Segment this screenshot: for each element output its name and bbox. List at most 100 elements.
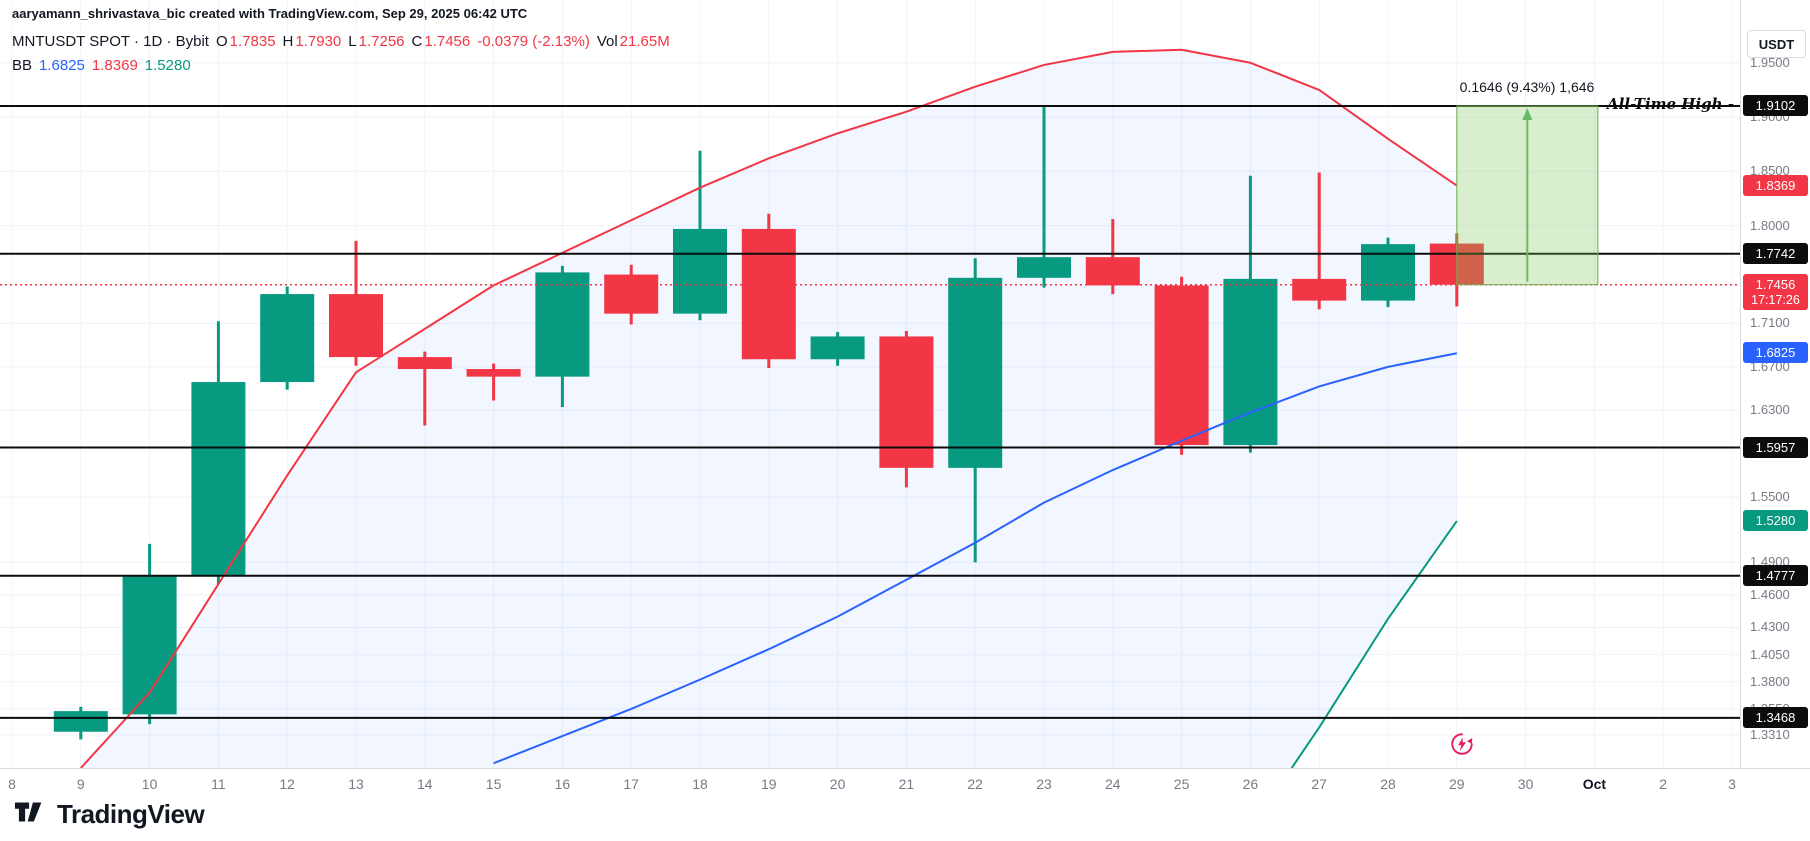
candle-23 (1017, 106, 1071, 288)
candle-18 (673, 150, 727, 321)
tradingview-logo-text: TradingView (57, 799, 205, 829)
open-label: O (215, 32, 228, 50)
lightning-refresh-icon[interactable] (1449, 731, 1475, 757)
projection-box[interactable] (1456, 105, 1599, 286)
tradingview-logo[interactable]: TradingView (14, 799, 205, 830)
candle-16 (535, 265, 590, 408)
time-tick-label: 11 (211, 776, 226, 792)
candle-11 (191, 321, 246, 585)
candle-10 (122, 543, 177, 725)
grid-lines (0, 0, 1740, 768)
time-tick-label: 10 (141, 776, 158, 792)
candle-12 (260, 286, 315, 390)
projection-measure-label[interactable]: 0.1646 (9.43%) 1,646 (1459, 79, 1595, 95)
price-badge-level: 1.4777 (1743, 564, 1808, 586)
low-label: L (348, 32, 357, 50)
time-tick-label: 25 (1173, 776, 1190, 792)
price-tick-label: 1.4300 (1750, 619, 1790, 635)
time-axis[interactable]: 8 9 10 11 12 13 14 15 16 17 18 19 20 21 22 23 24 25 26 27 28… (0, 768, 1810, 803)
candle-14 (397, 351, 452, 426)
tradingview-logo-icon (14, 801, 48, 828)
bb-legend-row: BB 1.6825 1.8369 1.5280 (12, 53, 677, 77)
candle-26 (1223, 175, 1278, 453)
price-tick-label: 1.4050 (1750, 646, 1790, 662)
bb-band-lines (80, 48, 1458, 768)
price-badge-level: 1.3468 (1743, 706, 1808, 728)
time-tick-label: 26 (1242, 776, 1259, 792)
horizontal-level-lines[interactable] (0, 105, 1740, 719)
time-tick-label: 9 (76, 776, 85, 792)
candle-28 (1361, 237, 1415, 308)
time-tick-label: 30 (1517, 776, 1534, 792)
time-tick-label: Oct (1582, 776, 1607, 792)
time-tick-label: 29 (1449, 776, 1465, 792)
price-badge-basis: 1.6825 (1743, 342, 1808, 364)
price-axis[interactable]: USDT 1.9500 1.9000 1.8500 1.8000 1.7100 1.670… (1740, 0, 1810, 768)
high-label: H (282, 32, 294, 50)
time-tick-label: 3 (1728, 776, 1736, 792)
bar-close-countdown: 17:17:26 (1751, 292, 1800, 307)
time-tick-label: 14 (417, 776, 433, 792)
close-label: C (411, 32, 423, 50)
time-tick-label: 16 (554, 776, 571, 792)
close-value: 1.7456 (424, 32, 471, 50)
time-tick-label: 2 (1659, 776, 1668, 792)
price-tick-label: 1.3800 (1750, 673, 1790, 689)
price-tick-label: 1.9500 (1750, 54, 1790, 70)
price-tick-label: 1.4600 (1750, 586, 1790, 602)
price-badge-level: 1.7742 (1743, 242, 1808, 264)
price-badge-level: 1.5957 (1743, 436, 1808, 458)
attribution-text: aaryamann_shrivastava_bic created with T… (12, 6, 528, 21)
price-badge-upper: 1.8369 (1743, 174, 1808, 196)
time-tick-label: 13 (348, 776, 364, 792)
price-badge-lower: 1.5280 (1743, 510, 1808, 532)
price-tick-label: 1.5500 (1750, 489, 1790, 505)
bb-basis-value: 1.6825 (39, 56, 85, 74)
time-tick-label: 20 (829, 776, 846, 792)
price-tick-label: 1.8000 (1750, 217, 1790, 233)
candle-20 (810, 332, 865, 366)
volume-value: 21.65M (619, 32, 670, 50)
time-tick-label: 24 (1105, 776, 1121, 792)
chart-canvas[interactable] (0, 0, 1740, 768)
time-tick-label: 22 (967, 776, 983, 792)
time-tick-label: 28 (1380, 776, 1396, 792)
candle-15 (466, 363, 521, 401)
change-value: -0.0379 (-2.13%) (477, 32, 590, 50)
time-tick-label: 23 (1036, 776, 1052, 792)
bb-upper-value: 1.8369 (91, 56, 138, 74)
candles-group (53, 106, 1484, 740)
bb-lower-value: 1.5280 (144, 56, 191, 74)
currency-button[interactable]: USDT (1747, 30, 1806, 58)
symbol-legend-row: MNTUSDT SPOT · 1D · Bybit O 1.7835 H 1.7… (12, 29, 677, 53)
time-tick-label: 18 (692, 776, 708, 792)
candle-9 (53, 706, 108, 740)
price-badge-last: 1.7456 17:17:26 (1743, 273, 1808, 310)
time-tick-label: 27 (1311, 776, 1327, 792)
price-tick-label: 1.7100 (1750, 315, 1790, 331)
candle-21 (879, 331, 934, 488)
symbol-title[interactable]: MNTUSDT SPOT · 1D · Bybit (12, 32, 209, 50)
candle-25 (1154, 276, 1209, 455)
open-value: 1.7835 (229, 32, 276, 50)
time-tick-label: 19 (761, 776, 777, 792)
time-tick-label: 17 (623, 776, 639, 792)
candle-24 (1085, 219, 1140, 295)
time-tick-label: 15 (485, 776, 502, 792)
volume-label: Vol (596, 32, 618, 50)
time-tick-label: 8 (8, 776, 16, 792)
price-tick-label: 1.6300 (1750, 402, 1790, 418)
price-badge-level: 1.9102 (1743, 95, 1808, 116)
price-tick-label: 1.3310 (1750, 727, 1790, 742)
candle-13 (329, 240, 383, 366)
low-value: 1.7256 (358, 32, 405, 50)
candle-22 (948, 258, 1003, 563)
chart-legend: MNTUSDT SPOT · 1D · Bybit O 1.7835 H 1.7… (12, 29, 677, 77)
high-value: 1.7930 (295, 32, 342, 50)
all-time-high-label[interactable]: All-Time High - (1607, 95, 1734, 113)
candle-19 (741, 213, 796, 368)
candle-17 (604, 264, 659, 325)
time-tick-label: 21 (898, 776, 915, 792)
bb-indicator-label[interactable]: BB (12, 56, 33, 74)
